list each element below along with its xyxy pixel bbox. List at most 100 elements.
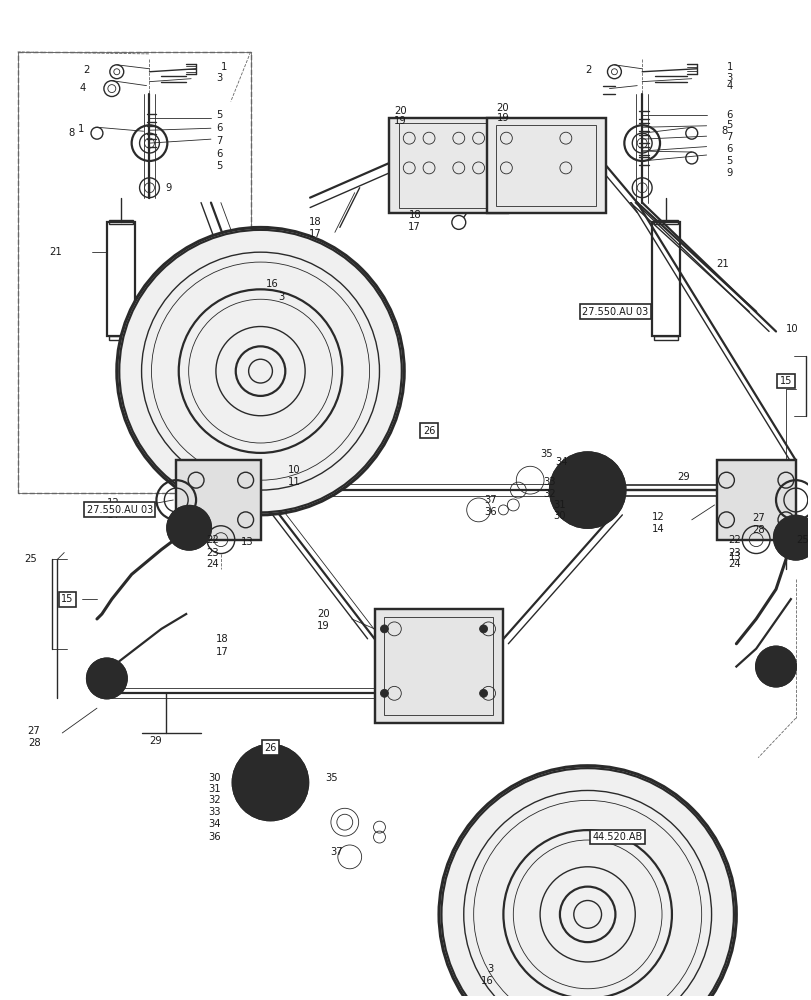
Text: 29: 29 [676,472,689,482]
Bar [654,336,677,340]
Text: 37: 37 [483,495,496,505]
Text: 2: 2 [84,65,90,75]
Text: 6: 6 [216,149,222,159]
Text: 2: 2 [585,65,591,75]
Text: 36: 36 [483,507,496,517]
Ellipse shape [117,227,404,515]
Circle shape [479,625,487,633]
Text: 17: 17 [216,647,229,657]
Text: 27: 27 [28,726,41,736]
Text: 4: 4 [79,83,86,93]
Text: 6: 6 [726,144,732,154]
Text: 21: 21 [49,247,62,257]
Text: 24: 24 [727,559,740,569]
Text: 37: 37 [329,847,342,857]
Text: 3: 3 [278,292,285,302]
Circle shape [479,689,487,697]
Text: 3: 3 [726,73,732,83]
Circle shape [233,745,307,820]
Text: 28: 28 [28,738,41,748]
Text: 9: 9 [165,183,171,193]
Ellipse shape [439,766,736,1000]
Text: 27: 27 [751,513,764,523]
Text: 6: 6 [216,123,222,133]
Text: 19: 19 [496,113,508,123]
Text: 23: 23 [727,548,740,558]
Text: 18: 18 [408,210,421,220]
Text: 8: 8 [721,126,727,136]
Text: 31: 31 [208,784,221,794]
Text: 28: 28 [751,525,764,535]
Text: 10: 10 [785,324,797,334]
Text: 31: 31 [552,500,565,510]
Text: 30: 30 [208,773,221,783]
Text: 21: 21 [715,259,728,269]
Text: 6: 6 [726,110,732,120]
Text: 29: 29 [149,736,162,746]
Text: 20: 20 [394,106,406,116]
Circle shape [755,647,795,686]
Text: 4: 4 [726,81,732,91]
Bar [176,460,260,540]
Bar [18,52,251,493]
Text: 35: 35 [539,449,552,459]
Text: 34: 34 [208,819,221,829]
Text: 44.520.AB: 44.520.AB [591,832,642,842]
Text: 24: 24 [206,559,218,569]
Bar [389,118,508,213]
Text: 27.550.AU 03: 27.550.AU 03 [87,505,152,515]
Text: 16: 16 [480,976,493,986]
Circle shape [549,452,624,528]
Circle shape [167,506,211,550]
Bar [109,336,132,340]
Text: 14: 14 [107,510,119,520]
Text: 19: 19 [394,116,406,126]
Text: 15: 15 [779,376,792,386]
Text: 13: 13 [727,552,740,562]
Text: 25: 25 [24,554,37,564]
Text: 8: 8 [68,128,74,138]
Text: 26: 26 [423,426,435,436]
Text: 23: 23 [206,548,218,558]
Bar [715,460,795,540]
Bar [651,222,679,336]
Text: 22: 22 [206,535,218,545]
Text: 32: 32 [208,795,221,805]
Bar [486,118,605,213]
Text: 16: 16 [265,279,278,289]
Text: 25: 25 [795,535,808,545]
Text: 9: 9 [726,168,732,178]
Bar [374,609,503,723]
Text: 18: 18 [216,634,228,644]
Bar [399,123,498,208]
Text: 15: 15 [61,594,73,604]
Text: 5: 5 [726,120,732,130]
Text: 7: 7 [216,136,222,146]
Text: 7: 7 [726,132,732,142]
Bar [384,617,493,715]
Bar [374,609,503,723]
Text: 19: 19 [317,621,329,631]
Text: 5: 5 [216,110,222,120]
Text: 20: 20 [317,609,329,619]
Text: 17: 17 [408,222,421,232]
Text: 5: 5 [726,156,732,166]
Text: 3: 3 [216,73,222,83]
Text: 27.550.AU 03: 27.550.AU 03 [581,307,648,317]
Text: 33: 33 [543,477,556,487]
Text: 1: 1 [726,62,732,72]
Text: 18: 18 [309,217,322,227]
Bar [496,125,594,206]
Text: 10: 10 [288,465,301,475]
Text: 1: 1 [78,124,84,134]
Bar [18,52,251,493]
Circle shape [380,625,388,633]
Text: 35: 35 [324,773,337,783]
Bar [715,460,795,540]
Text: 32: 32 [543,489,556,499]
Text: 1: 1 [221,62,227,72]
Circle shape [87,659,127,698]
Bar [486,118,605,213]
Text: 36: 36 [208,832,221,842]
Bar [389,118,508,213]
